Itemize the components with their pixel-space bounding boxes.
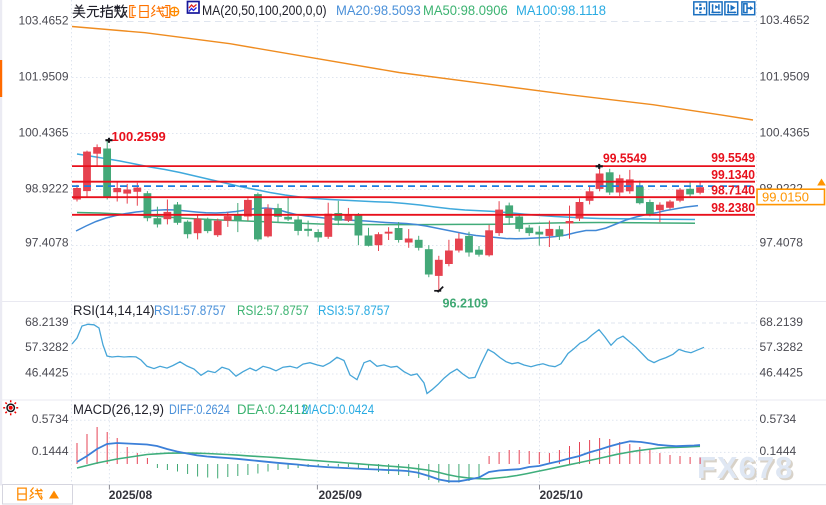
svg-text:103.4652: 103.4652 bbox=[760, 13, 810, 27]
svg-text:2025/09: 2025/09 bbox=[319, 488, 363, 502]
svg-text:0.1444: 0.1444 bbox=[760, 444, 797, 458]
svg-text:101.9509: 101.9509 bbox=[18, 70, 68, 84]
svg-text:99.1340: 99.1340 bbox=[711, 168, 755, 182]
svg-text:99.0150: 99.0150 bbox=[762, 190, 809, 205]
svg-text:46.4425: 46.4425 bbox=[25, 366, 69, 380]
svg-text:100.4365: 100.4365 bbox=[760, 126, 810, 140]
svg-text:2025/08: 2025/08 bbox=[109, 488, 153, 502]
svg-text:0.5734: 0.5734 bbox=[32, 412, 69, 426]
svg-text:97.4078: 97.4078 bbox=[760, 236, 804, 250]
svg-text:68.2139: 68.2139 bbox=[25, 315, 69, 329]
svg-text:0.1444: 0.1444 bbox=[32, 444, 69, 458]
svg-text:57.3282: 57.3282 bbox=[760, 340, 804, 354]
svg-text:98.2380: 98.2380 bbox=[711, 201, 755, 215]
svg-text:99.5549: 99.5549 bbox=[711, 151, 755, 165]
svg-text:68.2139: 68.2139 bbox=[760, 315, 804, 329]
svg-text:99.5549: 99.5549 bbox=[603, 151, 647, 165]
svg-text:97.4078: 97.4078 bbox=[25, 236, 69, 250]
svg-text:101.9509: 101.9509 bbox=[760, 70, 810, 84]
svg-text:98.9222: 98.9222 bbox=[25, 182, 69, 196]
svg-text:98.7140: 98.7140 bbox=[711, 184, 755, 198]
svg-text:103.4652: 103.4652 bbox=[18, 14, 68, 28]
svg-text:100.2599: 100.2599 bbox=[112, 129, 166, 144]
svg-text:46.4425: 46.4425 bbox=[760, 366, 804, 380]
svg-text:100.4365: 100.4365 bbox=[18, 126, 68, 140]
svg-text:2025/10: 2025/10 bbox=[540, 488, 584, 502]
svg-text:96.2109: 96.2109 bbox=[443, 295, 489, 310]
svg-text:0.5734: 0.5734 bbox=[760, 412, 797, 426]
svg-text:57.3282: 57.3282 bbox=[25, 340, 69, 354]
